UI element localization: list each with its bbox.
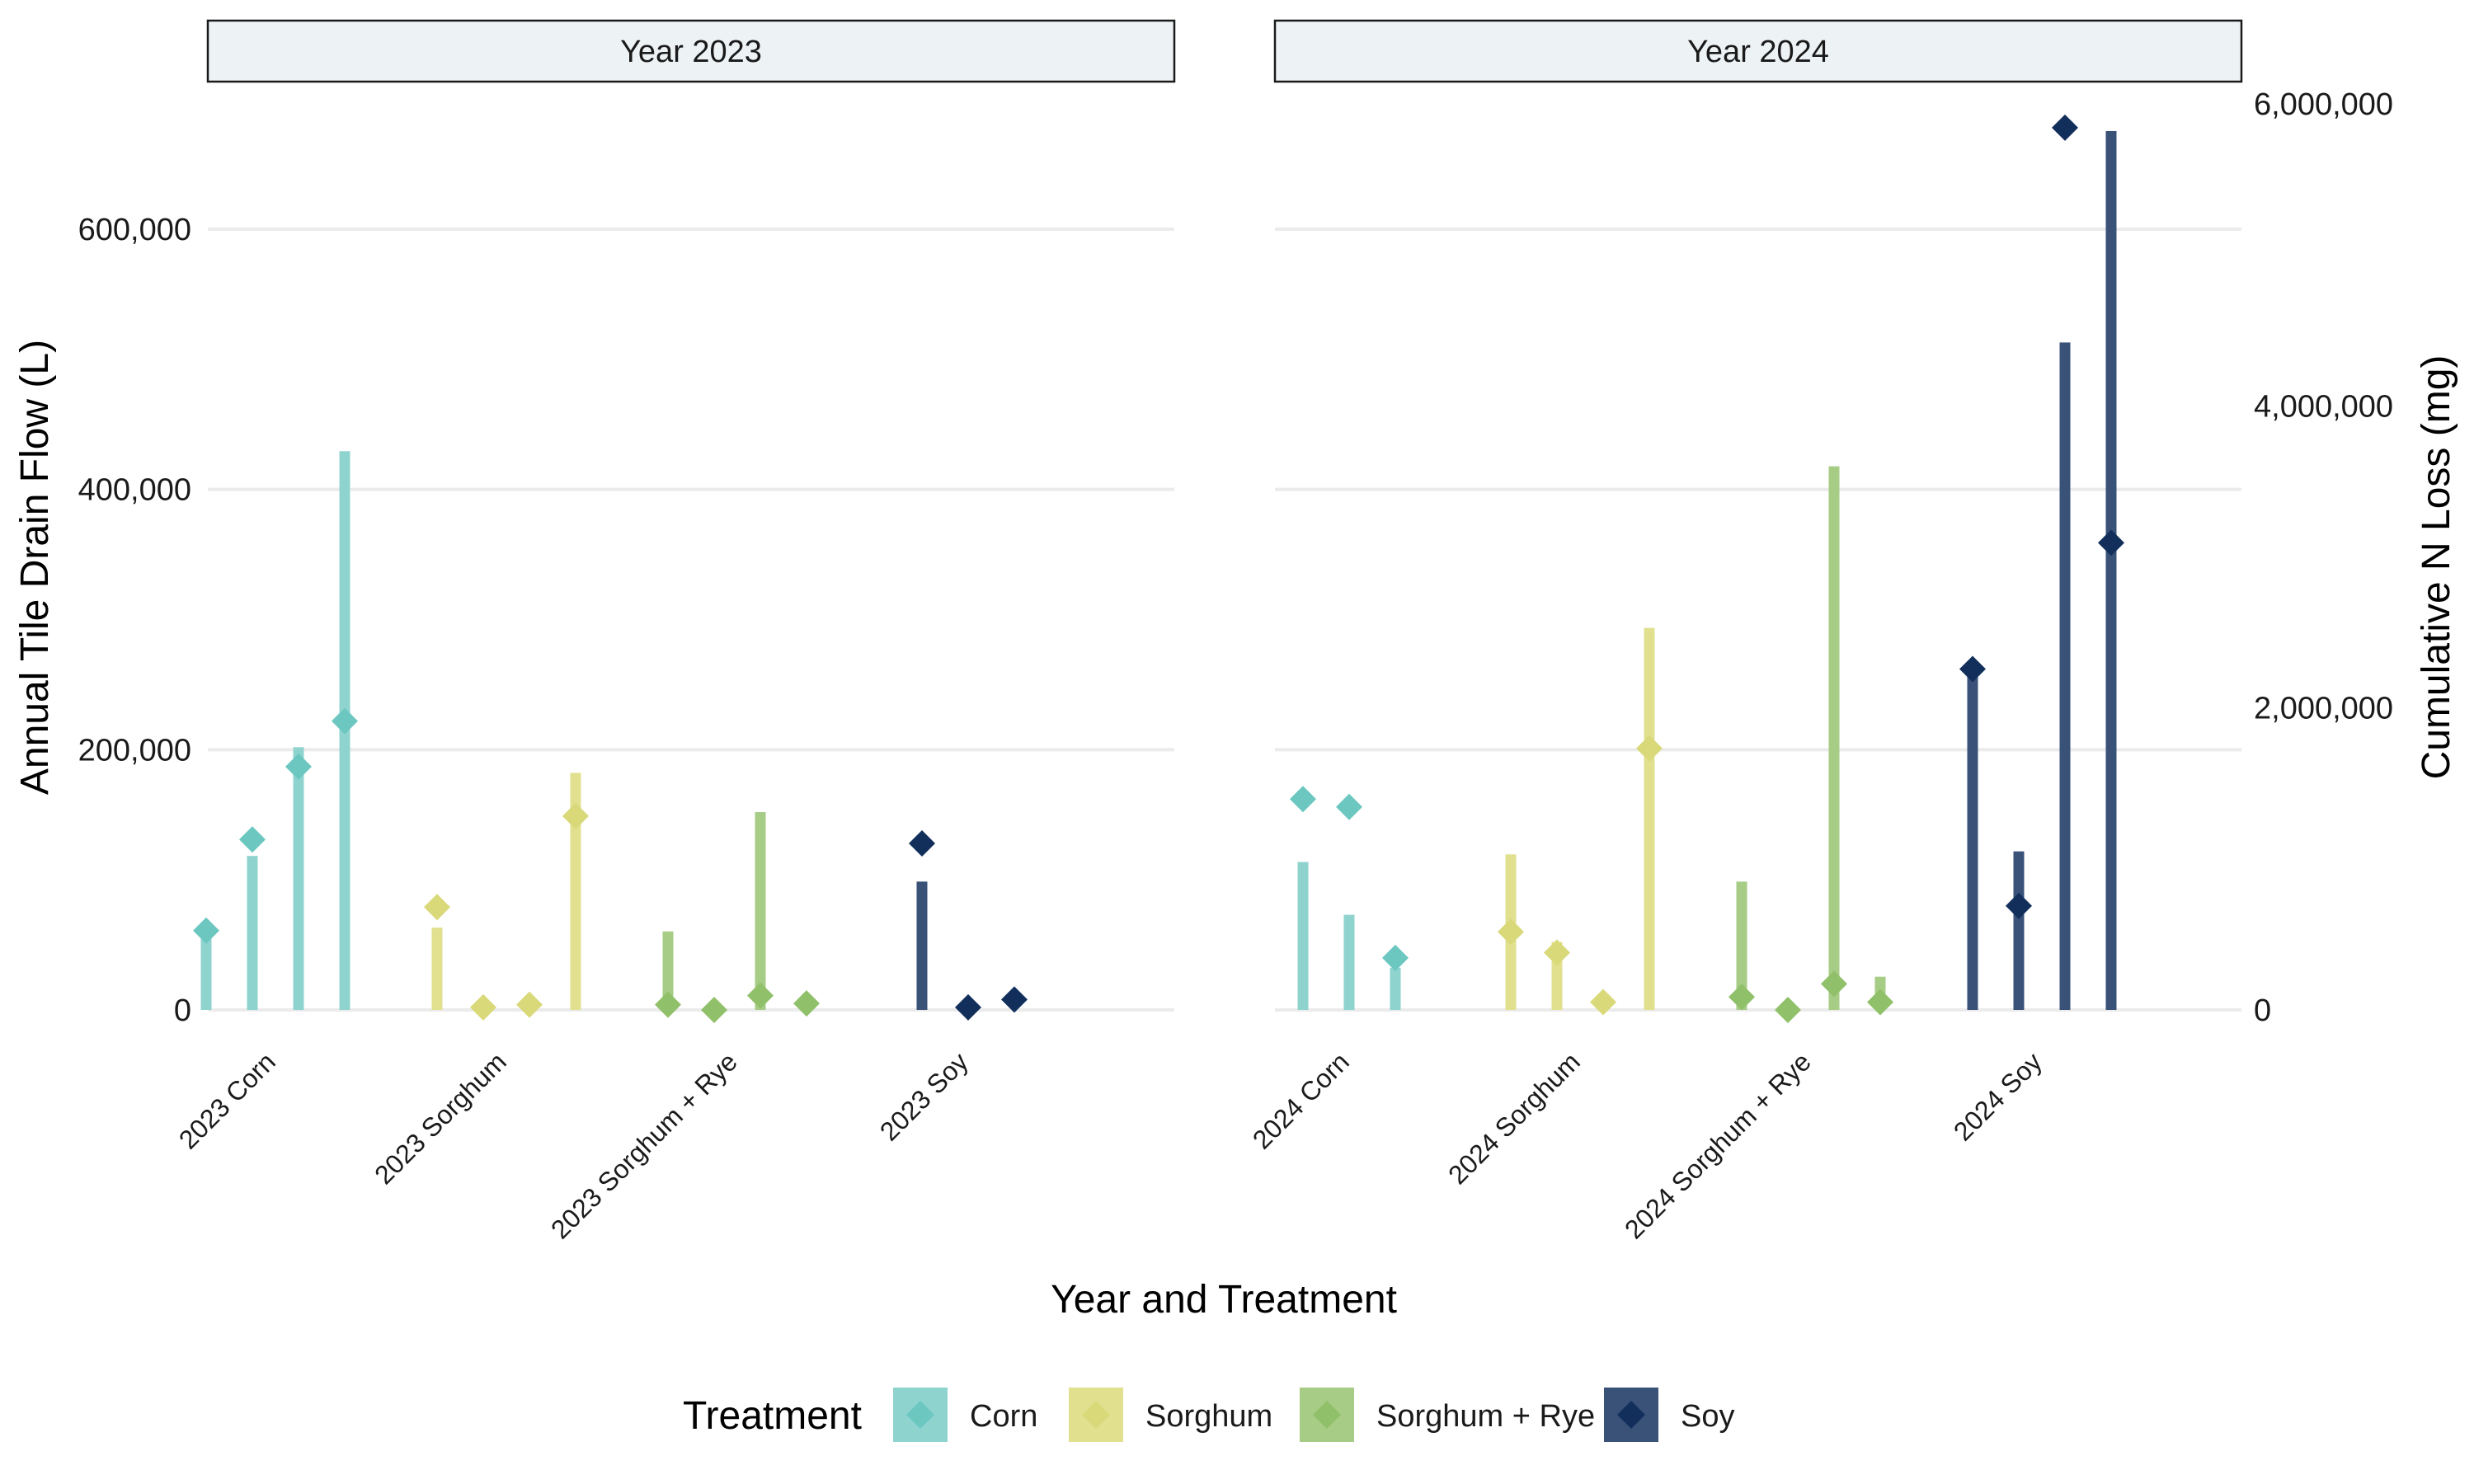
diamond-marker: [193, 917, 219, 944]
facet-strip-title: Year 2023: [620, 35, 762, 69]
facet-strips: Year 2023 Year 2024: [206, 19, 2243, 83]
diamond-marker: [1867, 989, 1893, 1016]
legend-label: Sorghum + Rye: [1376, 1399, 1595, 1434]
diamond-marker: [2098, 529, 2124, 556]
diamond-marker: [2006, 892, 2032, 919]
y-axis-title-left: Annual Tile Drain Flow (L): [13, 340, 57, 795]
bar: [1343, 914, 1355, 1010]
diamond-marker: [1636, 735, 1663, 762]
legend-label: Sorghum: [1145, 1399, 1272, 1434]
diamond-marker: [1590, 989, 1616, 1016]
x-tick-label: 2024 Sorghum: [1442, 1046, 1586, 1190]
legend-label: Soy: [1681, 1399, 1734, 1434]
y-tick-left: 200,000: [78, 733, 191, 768]
legend-key-diamond: [906, 1401, 934, 1429]
bar: [431, 928, 443, 1010]
facet-strip-title: Year 2024: [1687, 35, 1829, 69]
diamond-marker: [470, 993, 496, 1021]
bar: [1828, 466, 1840, 1010]
x-tick-label: 2024 Corn: [1247, 1046, 1355, 1154]
bar: [1390, 967, 1401, 1010]
legend: Treatment Corn Sorghum Sorghum + Rye Soy: [683, 1388, 1734, 1442]
diamond-marker: [516, 991, 543, 1018]
diamond-marker: [701, 997, 727, 1023]
bar: [2059, 342, 2071, 1010]
axes: Annual Tile Drain Flow (L) Cumulative N …: [13, 87, 2458, 1322]
bar: [1736, 881, 1747, 1010]
diamond-marker: [1290, 786, 1316, 813]
diamond-marker: [1775, 997, 1801, 1023]
y-tick-right: 4,000,000: [2254, 389, 2393, 424]
bar: [916, 881, 928, 1010]
diamond-marker: [955, 993, 981, 1021]
y-tick-right: 0: [2254, 993, 2271, 1028]
bar: [1967, 669, 1978, 1010]
legend-key-diamond: [1313, 1401, 1341, 1429]
bar: [1644, 627, 1655, 1010]
legend-label: Corn: [970, 1399, 1037, 1434]
facet-strip: [206, 19, 1176, 83]
y-tick-right: 6,000,000: [2254, 87, 2393, 122]
diamond-marker: [285, 753, 312, 780]
x-tick-label: 2024 Soy: [1948, 1046, 2048, 1146]
diamond-marker: [1498, 918, 1524, 946]
diamond-marker: [562, 802, 589, 829]
legend-key-diamond: [1082, 1401, 1110, 1429]
diamond-marker: [239, 826, 266, 853]
bar-series: [200, 130, 2117, 1011]
diamond-marker: [1336, 793, 1362, 820]
x-tick-label: 2024 Sorghum + Rye: [1619, 1046, 1817, 1244]
bar: [755, 812, 766, 1010]
bar: [1297, 862, 1309, 1010]
y-tick-left: 0: [174, 993, 191, 1028]
marker-series: [193, 114, 2124, 1023]
y-tick-left: 400,000: [78, 473, 191, 508]
x-tick-label: 2023 Sorghum: [369, 1046, 512, 1190]
legend-title: Treatment: [683, 1394, 862, 1438]
bar: [247, 856, 258, 1010]
x-tick-label: 2023 Sorghum + Rye: [545, 1046, 743, 1244]
diamond-marker: [1959, 655, 1986, 683]
x-tick-label: 2023 Soy: [874, 1046, 974, 1146]
diamond-marker: [1821, 970, 1847, 998]
bar: [570, 773, 581, 1010]
y-axis-title-right: Cumulative N Loss (mg): [2415, 355, 2458, 780]
diamond-marker: [909, 829, 935, 857]
diamond-marker: [747, 982, 774, 1009]
gridlines: [208, 228, 2241, 1012]
diamond-marker: [793, 990, 820, 1017]
x-axis-title: Year and Treatment: [1051, 1278, 1397, 1322]
bar: [662, 931, 674, 1010]
bar: [2105, 130, 2117, 1011]
diamond-marker: [332, 707, 358, 735]
diamond-marker: [1729, 984, 1755, 1011]
facet-strip: [1273, 19, 2243, 83]
bar: [200, 937, 212, 1010]
diamond-marker: [1544, 939, 1570, 966]
legend-key-diamond: [1617, 1401, 1645, 1429]
diamond-marker: [1382, 944, 1409, 971]
diamond-marker: [655, 991, 681, 1018]
bar: [2013, 851, 2025, 1010]
y-tick-left: 600,000: [78, 213, 191, 247]
y-tick-right: 2,000,000: [2254, 692, 2393, 726]
diamond-marker: [1001, 986, 1028, 1013]
diamond-marker: [2052, 114, 2078, 141]
x-tick-label: 2023 Corn: [173, 1046, 281, 1154]
diamond-marker: [424, 894, 450, 921]
bar: [293, 747, 304, 1010]
